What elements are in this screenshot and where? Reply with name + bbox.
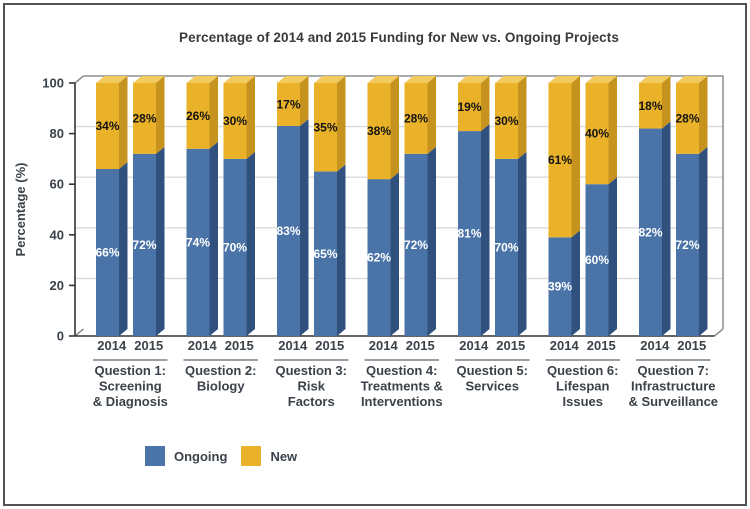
category-label-line: & Surveillance — [628, 394, 718, 409]
y-tick-label: 100 — [42, 76, 64, 91]
year-label: 2014 — [640, 338, 670, 353]
year-label: 2015 — [134, 338, 163, 353]
category-label-line: & Diagnosis — [93, 394, 168, 409]
bar-q6-2014: 61% 39% — [548, 76, 580, 336]
bar-q5-2014: 19% 81% — [457, 76, 490, 336]
year-label: 2014 — [459, 338, 489, 353]
category-label-line: Question 6: — [547, 363, 619, 378]
category-label-line: Question 3: — [275, 363, 347, 378]
new-percent-label: 28% — [132, 111, 156, 125]
category-label-line: Screening — [99, 379, 162, 394]
category-label-line: Question 4: — [366, 363, 438, 378]
bar-q4-2015: 28% 72% — [404, 76, 436, 336]
category-label-line: Issues — [563, 394, 603, 409]
new-percent-label: 34% — [95, 119, 119, 133]
category-group-1: 34% 66% 2014 28% 72% 2015 Question 1:Screening… — [93, 76, 168, 409]
category-label-line: Treatments & — [361, 379, 443, 394]
year-label: 2015 — [406, 338, 435, 353]
category-label-line: Risk — [298, 379, 326, 394]
category-label-line: Factors — [288, 394, 335, 409]
year-label: 2014 — [97, 338, 127, 353]
category-label-line: Biology — [197, 379, 245, 394]
year-label: 2015 — [225, 338, 254, 353]
bar-q2-2015: 30% 70% — [223, 76, 255, 336]
ongoing-percent-label: 81% — [457, 227, 481, 241]
category-group-3: 17% 83% 2014 35% 65% 2015 Question 3:RiskFacto… — [274, 76, 349, 409]
legend-item-new: New — [241, 446, 297, 466]
category-label-line: Question 1: — [94, 363, 166, 378]
ongoing-percent-label: 70% — [494, 240, 518, 254]
chart-title: Percentage of 2014 and 2015 Funding for … — [178, 30, 619, 45]
ongoing-percent-label: 72% — [132, 238, 156, 252]
new-percent-label: 28% — [404, 111, 428, 125]
ongoing-percent-label: 82% — [638, 225, 662, 239]
bar-q5-2015: 30% 70% — [494, 76, 527, 336]
ongoing-percent-label: 62% — [367, 251, 391, 265]
y-axis-label: Percentage (%) — [13, 163, 28, 257]
year-label: 2014 — [188, 338, 218, 353]
category-label-line: Question 2: — [185, 363, 257, 378]
bar-q1-2014: 34% 66% — [95, 76, 128, 336]
new-percent-label: 61% — [548, 153, 572, 167]
new-percent-label: 40% — [585, 127, 609, 141]
new-percent-label: 17% — [276, 98, 300, 112]
bar-q1-2015: 28% 72% — [132, 76, 165, 336]
category-group-4: 38% 62% 2014 28% 72% 2015 Question 4:Treatment… — [361, 76, 443, 409]
category-label-line: Interventions — [361, 394, 443, 409]
category-label-line: Lifespan — [556, 379, 610, 394]
new-percent-label: 26% — [186, 109, 210, 123]
year-label: 2015 — [587, 338, 616, 353]
new-percent-label: 30% — [494, 114, 518, 128]
ongoing-percent-label: 39% — [548, 280, 572, 294]
legend-swatch-ongoing — [145, 446, 165, 466]
category-group-7: 18% 82% 2014 28% 72% 2015 Question 7:Infrastru… — [628, 76, 718, 409]
legend-item-ongoing: Ongoing — [145, 446, 227, 466]
year-label: 2015 — [496, 338, 525, 353]
y-tick-label: 40 — [50, 227, 64, 242]
ongoing-percent-label: 83% — [276, 224, 300, 238]
category-label-line: Question 5: — [456, 363, 528, 378]
legend-swatch-new — [241, 446, 262, 466]
ongoing-percent-label: 72% — [675, 238, 699, 252]
new-percent-label: 35% — [313, 120, 337, 134]
ongoing-percent-label: 70% — [223, 240, 247, 254]
stacked-bar-chart: 0 20 40 60 80 100 Percentage (%) 34% 66% 2014 28% 7… — [13, 75, 724, 409]
ongoing-percent-label: 65% — [313, 247, 337, 261]
category-group-5: 19% 81% 2014 30% 70% 2015 Question 5:Services — [455, 76, 530, 394]
year-label: 2015 — [315, 338, 344, 353]
y-tick-label: 60 — [50, 177, 64, 192]
legend: Ongoing New — [145, 446, 297, 466]
category-label-line: Question 7: — [637, 363, 709, 378]
category-label-line: Infrastructure — [631, 379, 716, 394]
bar-q7-2015: 28% 72% — [675, 76, 708, 336]
new-percent-label: 28% — [675, 111, 699, 125]
ongoing-percent-label: 74% — [186, 235, 210, 249]
new-percent-label: 38% — [367, 124, 391, 138]
legend-label-ongoing: Ongoing — [174, 448, 228, 464]
y-tick-label: 80 — [50, 126, 64, 141]
bar-q3-2015: 35% 65% — [313, 76, 346, 336]
y-tick-label: 20 — [50, 278, 64, 293]
bar-q6-2015: 40% 60% — [585, 76, 617, 336]
bar-q4-2014: 38% 62% — [367, 76, 399, 336]
ongoing-percent-label: 66% — [95, 246, 119, 260]
ongoing-percent-label: 60% — [585, 253, 609, 267]
bar-q3-2014: 17% 83% — [276, 76, 309, 336]
new-percent-label: 18% — [638, 99, 662, 113]
category-group-6: 61% 39% 2014 40% 60% 2015 Question 6:LifespanI… — [545, 76, 620, 409]
bar-q2-2014: 26% 74% — [186, 76, 218, 336]
category-label-line: Services — [466, 379, 520, 394]
year-label: 2014 — [550, 338, 580, 353]
bar-q7-2014: 18% 82% — [638, 76, 671, 336]
new-percent-label: 19% — [457, 100, 481, 114]
year-label: 2015 — [677, 338, 706, 353]
legend-label-new: New — [270, 448, 298, 464]
y-tick-label: 0 — [57, 329, 64, 344]
year-label: 2014 — [369, 338, 399, 353]
year-label: 2014 — [278, 338, 308, 353]
ongoing-percent-label: 72% — [404, 238, 428, 252]
new-percent-label: 30% — [223, 114, 247, 128]
category-group-2: 26% 74% 2014 30% 70% 2015 Question 2:Biology — [183, 76, 258, 394]
